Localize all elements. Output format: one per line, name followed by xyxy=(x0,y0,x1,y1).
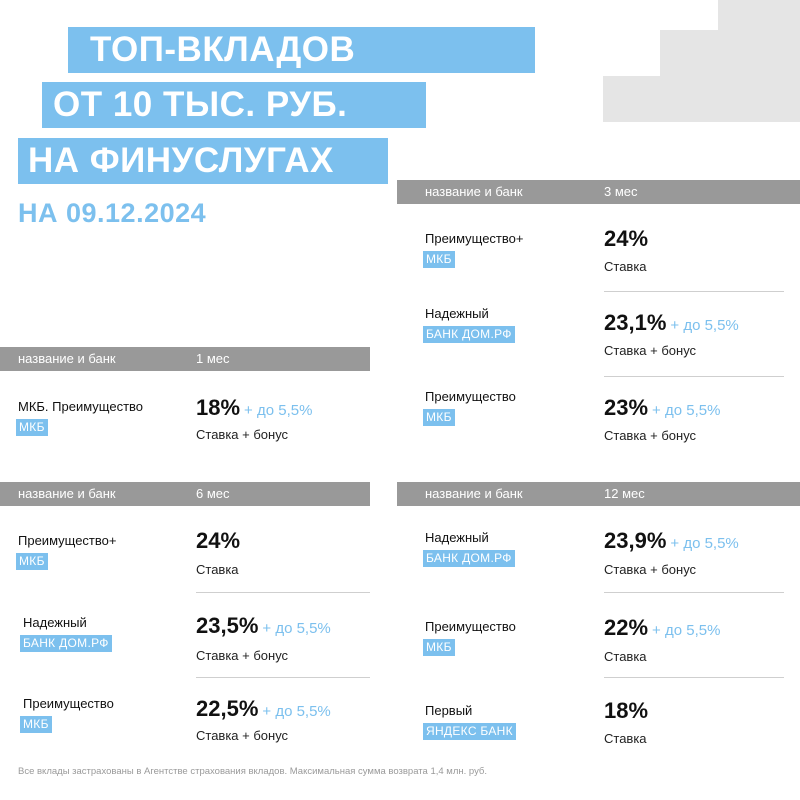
rate-line: 24% xyxy=(196,528,244,554)
rate-value: 18% xyxy=(604,698,649,723)
deposit-name: МКБ. Преимущество xyxy=(18,399,144,414)
deposit-row: Преимущество+ МКБ 24% Ставка xyxy=(397,204,800,292)
deposit-row: Преимущество+ МКБ 24% Ставка xyxy=(0,506,370,592)
rate-value: 23,9% xyxy=(604,528,667,553)
bank-tag: БАНК ДОМ.РФ xyxy=(423,550,515,567)
rate-value: 22% xyxy=(604,615,649,640)
header-name: название и банк xyxy=(425,184,523,199)
deposit-name: Преимущество+ xyxy=(425,231,524,246)
row-divider xyxy=(604,592,784,593)
rate-caption: Ставка + бонус xyxy=(604,562,697,577)
rate-line: 22,5% + до 5,5% xyxy=(196,696,331,722)
rate-line: 23,9% + до 5,5% xyxy=(604,528,739,554)
deposit-name: Преимущество xyxy=(425,619,516,634)
block-6-months: название и банк 6 мес Преимущество+ МКБ … xyxy=(0,482,370,752)
rate-line: 23,5% + до 5,5% xyxy=(196,613,331,639)
deposit-row: Первый ЯНДЕКС БАНК 18% Ставка xyxy=(397,678,800,752)
title-line-2: ОТ 10 ТЫС. РУБ. xyxy=(42,82,426,128)
bonus-value: + до 5,5% xyxy=(652,622,721,639)
deposit-row: МКБ. Преимущество МКБ 18% + до 5,5% Ставк… xyxy=(0,371,370,457)
bonus-value: + до 5,5% xyxy=(262,620,331,637)
bank-tag: МКБ xyxy=(423,251,455,268)
rate-caption: Ставка + бонус xyxy=(604,343,697,358)
date-label: НА 09.12.2024 xyxy=(18,198,207,228)
rate-caption: Ставка xyxy=(604,731,647,746)
rate-value: 24% xyxy=(196,528,241,553)
rate-line: 24% xyxy=(604,226,652,252)
deposit-name: Первый xyxy=(425,703,473,718)
header-term: 3 мес xyxy=(604,184,638,199)
block-1-month: название и банк 1 мес МКБ. Преимущество … xyxy=(0,347,370,457)
row-divider xyxy=(196,592,370,593)
block-12-months: название и банк 12 мес Надежный БАНК ДОМ… xyxy=(397,482,800,752)
rate-value: 22,5% xyxy=(196,696,259,721)
deposit-name: Преимущество+ xyxy=(18,533,117,548)
rate-caption: Ставка + бонус xyxy=(604,428,697,443)
rate-caption: Ставка + бонус xyxy=(196,648,289,663)
bank-tag: МКБ xyxy=(423,409,455,426)
bonus-value: + до 5,5% xyxy=(670,535,739,552)
header-term: 12 мес xyxy=(604,486,645,501)
row-divider xyxy=(604,677,784,678)
title-line-3: НА ФИНУСЛУГАХ xyxy=(18,138,388,184)
deposit-name: Преимущество xyxy=(425,389,516,404)
row-divider xyxy=(604,376,784,377)
rate-caption: Ставка + бонус xyxy=(196,427,289,442)
decor-step-top xyxy=(718,0,800,30)
row-divider xyxy=(196,677,370,678)
bank-tag: МКБ xyxy=(20,716,52,733)
deposit-row: Надежный БАНК ДОМ.РФ 23,5% + до 5,5% Став… xyxy=(0,593,370,677)
header-name: название и банк xyxy=(18,351,116,366)
header-name: название и банк xyxy=(425,486,523,501)
bank-tag: МКБ xyxy=(423,639,455,656)
rate-value: 24% xyxy=(604,226,649,251)
rate-caption: Ставка + бонус xyxy=(196,728,289,743)
header-term: 6 мес xyxy=(196,486,230,501)
rate-value: 18% xyxy=(196,395,241,420)
title-line-1: ТОП-ВКЛАДОВ xyxy=(68,27,535,73)
deposit-name: Надежный xyxy=(425,530,489,545)
deposit-row: Преимущество МКБ 23% + до 5,5% Ставка + б… xyxy=(397,377,800,450)
bonus-value: + до 5,5% xyxy=(244,402,313,419)
rate-value: 23,1% xyxy=(604,310,667,335)
rate-line: 18% + до 5,5% xyxy=(196,395,312,421)
rate-line: 18% xyxy=(604,698,652,724)
decor-step-bottom xyxy=(603,76,800,122)
bonus-value: + до 5,5% xyxy=(670,317,739,334)
deposit-name: Надежный xyxy=(425,306,489,321)
deposit-row: Надежный БАНК ДОМ.РФ 23,1% + до 5,5% Став… xyxy=(397,292,800,376)
bank-tag: БАНК ДОМ.РФ xyxy=(423,326,515,343)
footnote: Все вклады застрахованы в Агентстве стра… xyxy=(18,766,488,777)
bank-tag: ЯНДЕКС БАНК xyxy=(423,723,516,740)
decor-step-middle xyxy=(660,30,800,76)
block-3-months: название и банк 3 мес Преимущество+ МКБ … xyxy=(397,180,800,450)
rate-caption: Ставка xyxy=(604,259,647,274)
rate-value: 23,5% xyxy=(196,613,259,638)
bonus-value: + до 5,5% xyxy=(652,402,721,419)
rate-line: 23% + до 5,5% xyxy=(604,395,720,421)
rate-line: 22% + до 5,5% xyxy=(604,615,720,641)
header-name: название и банк xyxy=(18,486,116,501)
rate-value: 23% xyxy=(604,395,649,420)
deposit-row: Надежный БАНК ДОМ.РФ 23,9% + до 5,5% Став… xyxy=(397,506,800,592)
header-term: 1 мес xyxy=(196,351,230,366)
block-header: название и банк 12 мес xyxy=(397,482,800,506)
deposit-name: Надежный xyxy=(23,615,87,630)
bonus-value: + до 5,5% xyxy=(262,703,331,720)
bank-tag: МКБ xyxy=(16,553,48,570)
block-header: название и банк 1 мес xyxy=(0,347,370,371)
deposit-name: Преимущество xyxy=(23,696,114,711)
bank-tag: МКБ xyxy=(16,419,48,436)
rate-line: 23,1% + до 5,5% xyxy=(604,310,739,336)
bank-tag: БАНК ДОМ.РФ xyxy=(20,635,112,652)
row-divider xyxy=(604,291,784,292)
rate-caption: Ставка xyxy=(604,649,647,664)
block-header: название и банк 3 мес xyxy=(397,180,800,204)
rate-caption: Ставка xyxy=(196,562,239,577)
block-header: название и банк 6 мес xyxy=(0,482,370,506)
deposit-row: Преимущество МКБ 22,5% + до 5,5% Ставка +… xyxy=(0,678,370,752)
deposit-row: Преимущество МКБ 22% + до 5,5% Ставка xyxy=(397,593,800,677)
